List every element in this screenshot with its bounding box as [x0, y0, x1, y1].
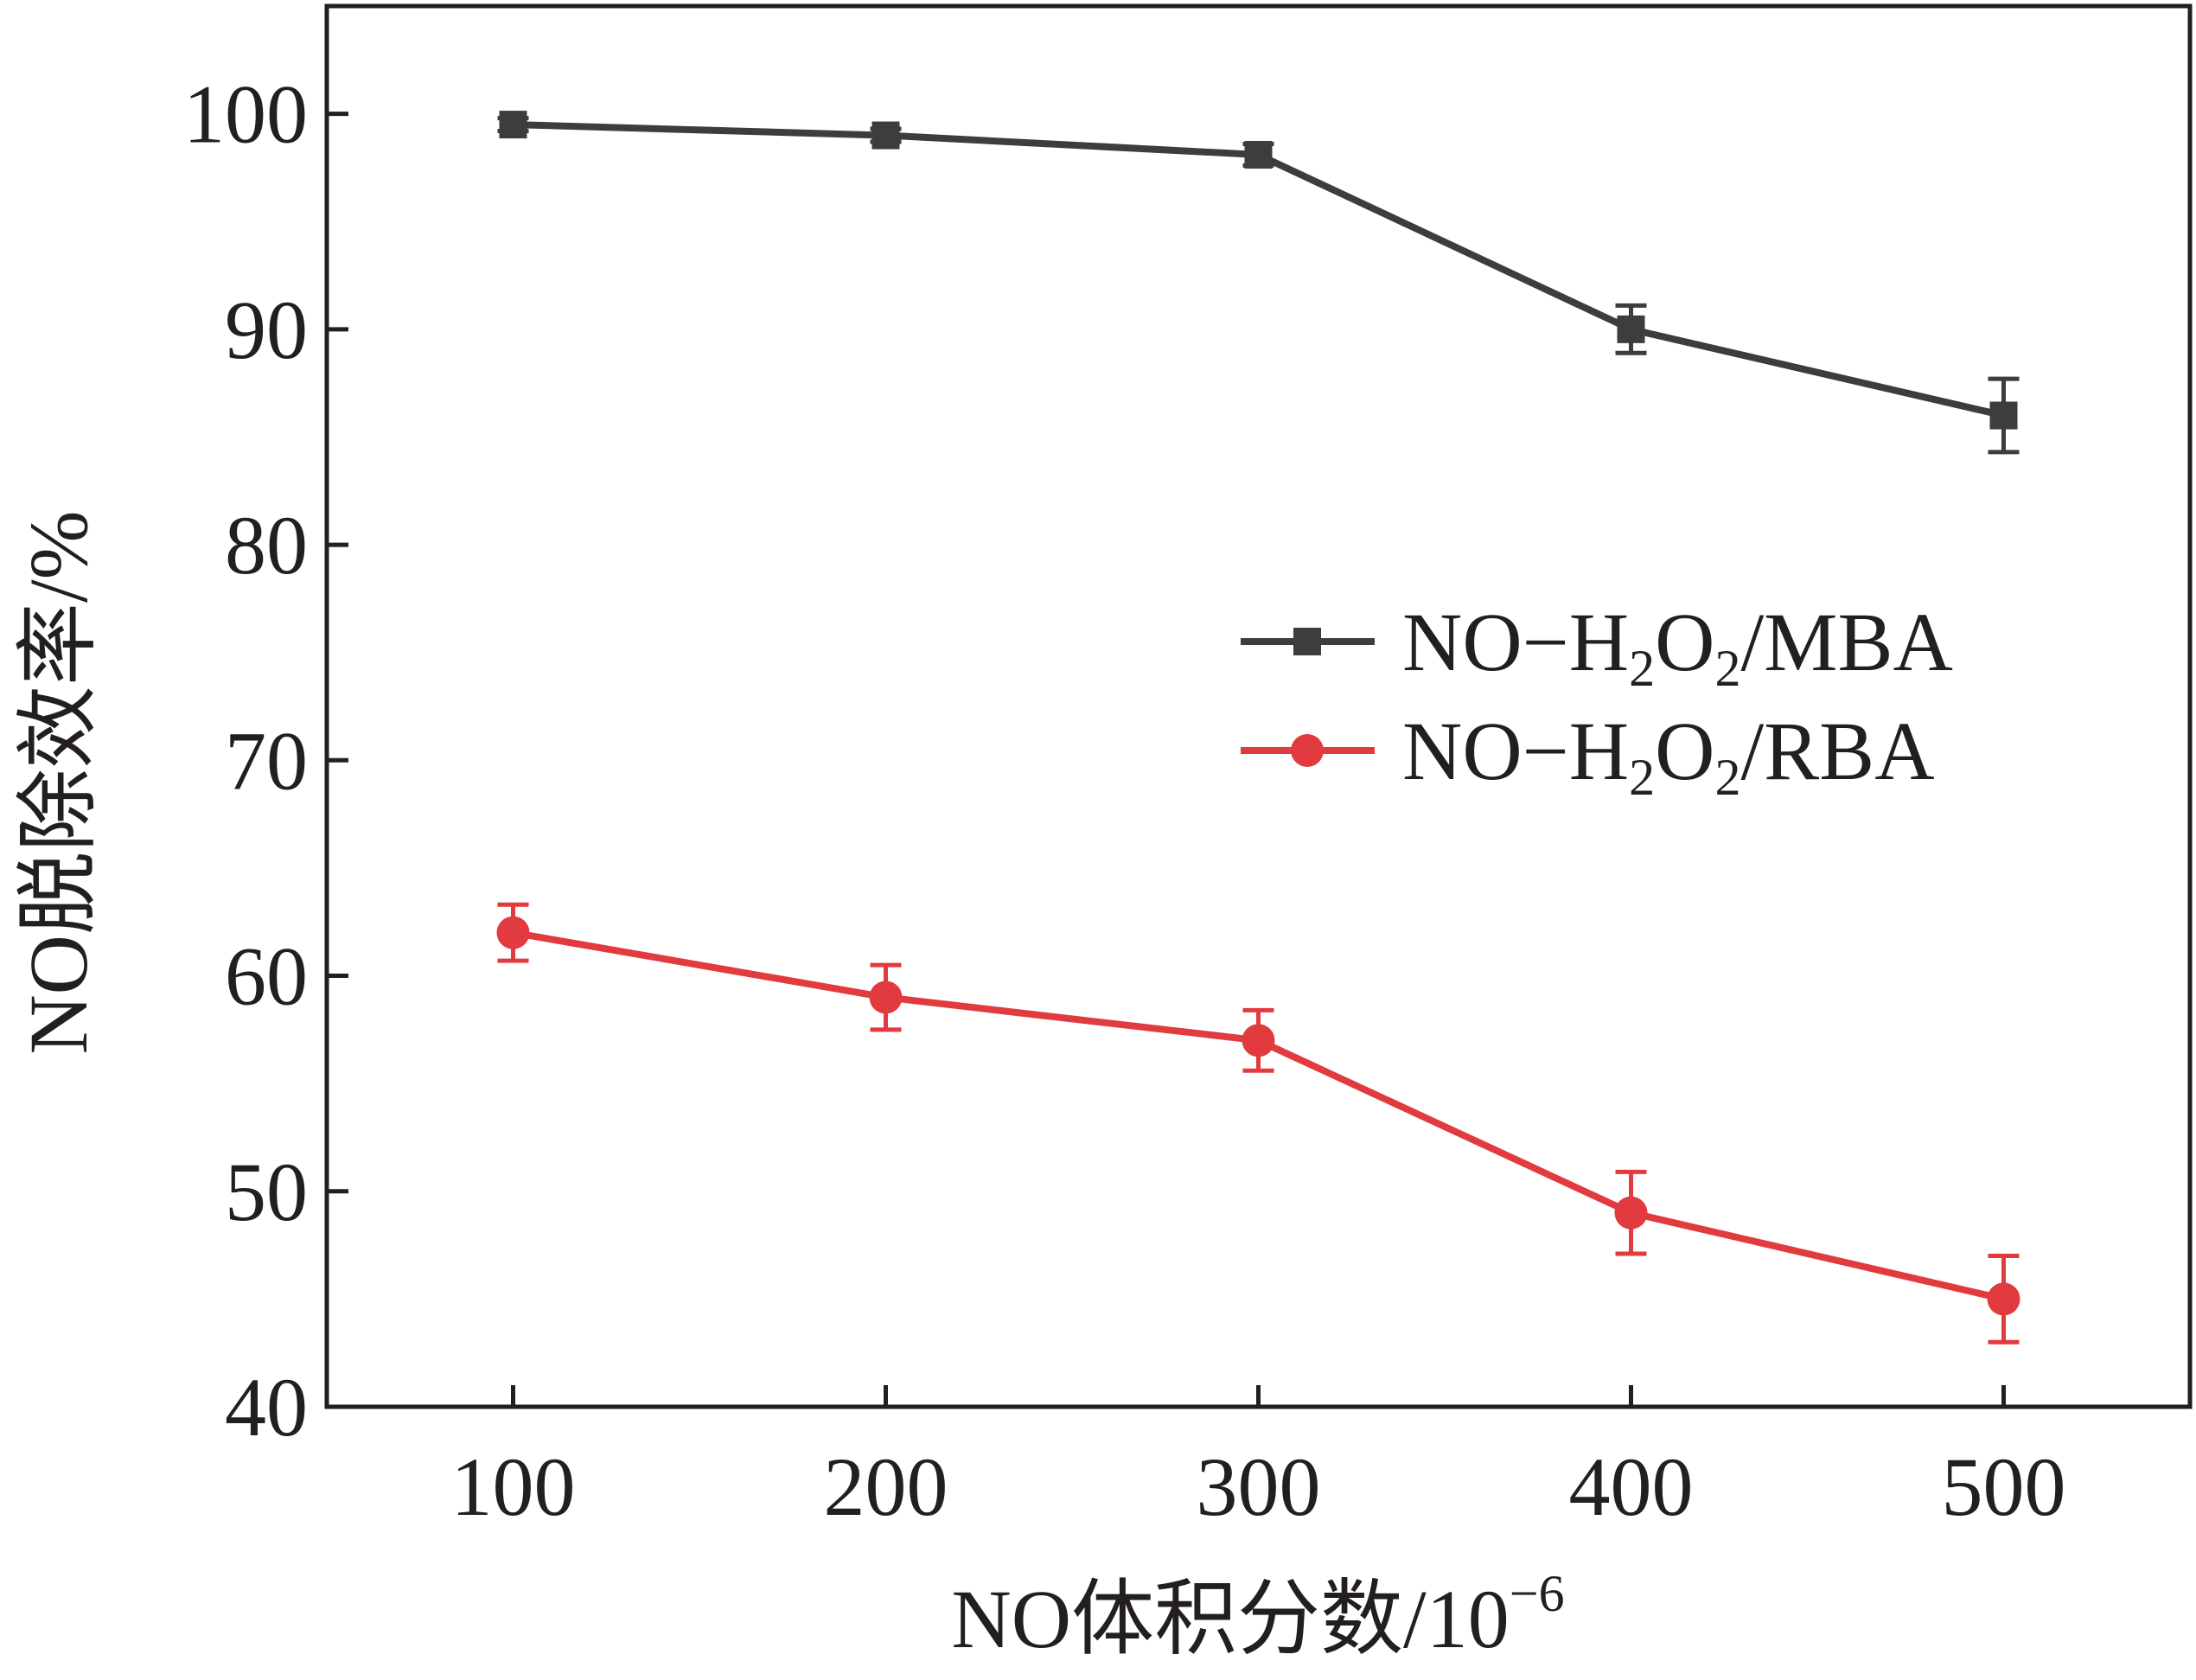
- data-point-1-0: [496, 916, 530, 949]
- legend-entry-rba: NO−H2O2/RBA: [1241, 705, 1935, 806]
- data-point-0-0: [499, 111, 527, 139]
- y-tick-label-50: 50: [225, 1146, 308, 1238]
- series-line-1: [512, 929, 2005, 1303]
- legend-label-rba: NO−H2O2/RBA: [1402, 705, 1935, 806]
- legend-label-rba-mid: O: [1655, 705, 1714, 797]
- legend-label-rba-sub2: 2: [1714, 749, 1740, 806]
- legend-label-mba-sub2: 2: [1714, 640, 1740, 697]
- x-tick-label-200: 200: [824, 1440, 948, 1533]
- legend-label-mba-tail: /MBA: [1740, 596, 1952, 688]
- y-axis-title: NO脱除效率/%: [12, 510, 105, 1054]
- data-point-0-2: [1244, 140, 1273, 169]
- legend-label-mba-main: NO−H: [1402, 596, 1629, 688]
- y-tick-label-90: 90: [225, 284, 308, 376]
- data-point-0-1: [871, 121, 900, 150]
- y-tick-label-70: 70: [225, 714, 308, 807]
- x-axis-title-main: NO体积分数/10: [951, 1573, 1509, 1665]
- legend-label-mba: NO−H2O2/MBA: [1402, 596, 1953, 697]
- series-0: [497, 111, 2020, 455]
- data-point-1-2: [1242, 1024, 1275, 1057]
- x-axis-title: NO体积分数/10−6: [951, 1565, 1564, 1665]
- series-1: [496, 902, 2020, 1345]
- legend-label-mba-mid: O: [1655, 596, 1714, 688]
- legend-marker-rba: [1291, 734, 1324, 767]
- legend-marker-mba: [1293, 628, 1321, 655]
- legend-label-rba-main: NO−H: [1402, 705, 1629, 797]
- x-tick-label-400: 400: [1569, 1440, 1694, 1533]
- y-tick-label-100: 100: [183, 68, 308, 161]
- x-tick-label-300: 300: [1197, 1440, 1321, 1533]
- x-tick-label-500: 500: [1942, 1440, 2066, 1533]
- axis-ticks: 40 50 60 70 80 90 100 100 200 300 400 500: [183, 68, 2066, 1533]
- legend-label-rba-tail: /RBA: [1740, 705, 1934, 797]
- data-point-1-1: [869, 981, 903, 1014]
- series-layer: [496, 111, 2020, 1345]
- x-tick-label-100: 100: [451, 1440, 576, 1533]
- y-tick-label-60: 60: [225, 930, 308, 1023]
- y-tick-label-80: 80: [225, 499, 308, 591]
- data-point-0-3: [1617, 315, 1645, 343]
- data-point-1-4: [1987, 1282, 2020, 1316]
- legend-label-mba-sub1: 2: [1629, 640, 1655, 697]
- data-point-1-3: [1614, 1196, 1648, 1230]
- x-axis-title-exponent: −6: [1510, 1565, 1565, 1622]
- data-point-0-4: [1989, 401, 2018, 430]
- legend-entry-mbа: NO−H2O2/MBA: [1241, 596, 1953, 697]
- legend-label-rba-sub1: 2: [1629, 749, 1655, 806]
- y-tick-label-40: 40: [225, 1361, 308, 1453]
- legend: NO−H2O2/MBA NO−H2O2/RBA: [1241, 596, 1953, 806]
